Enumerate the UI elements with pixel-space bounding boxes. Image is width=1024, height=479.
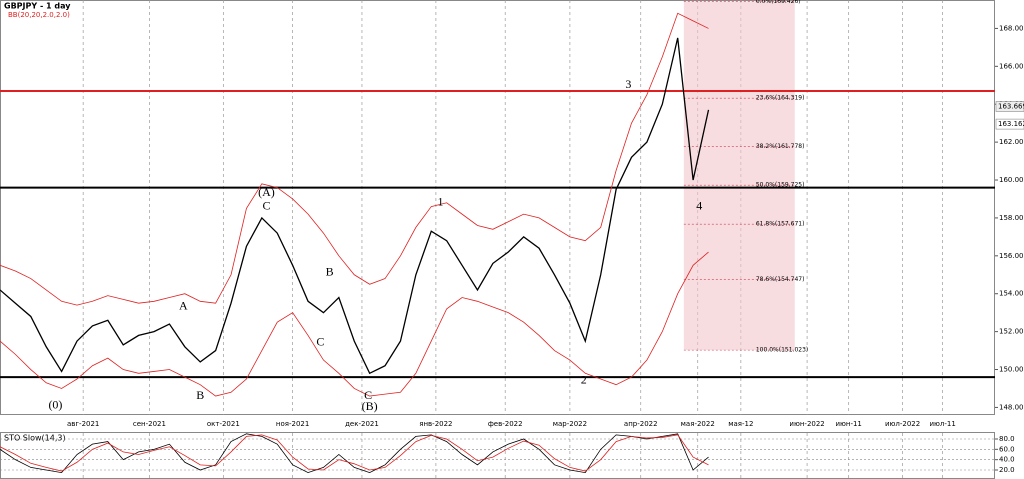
fib-label: 78.6%(154.747) bbox=[756, 276, 805, 283]
stoch-title: STO Slow(14,3) bbox=[4, 434, 66, 443]
series-line bbox=[0, 37, 710, 375]
series-line bbox=[0, 434, 709, 472]
series-line bbox=[0, 433, 709, 474]
x-tick-label: июл-2022 bbox=[885, 420, 920, 428]
price-tag: 163.669 bbox=[998, 102, 1024, 110]
wave-label: 3 bbox=[625, 77, 631, 91]
y-tick-label: 160.000 bbox=[999, 176, 1024, 184]
y-tick-label: 168.000 bbox=[999, 24, 1024, 32]
y-tick-label: 152.000 bbox=[999, 328, 1024, 336]
wave-label: C bbox=[316, 335, 324, 349]
fib-label: 23.6%(164.319) bbox=[756, 95, 805, 102]
y-tick-label: 166.000 bbox=[999, 62, 1024, 70]
x-tick-label: ноя-2021 bbox=[276, 420, 309, 428]
fib-label: 61.8%(157.671) bbox=[756, 221, 805, 228]
fib-label: 0.0%(169.426) bbox=[756, 0, 801, 5]
x-tick-label: мар-2022 bbox=[553, 420, 587, 428]
y-tick-label: 154.000 bbox=[999, 290, 1024, 298]
wave-label: (B) bbox=[362, 399, 378, 413]
y-tick-label: 150.000 bbox=[999, 366, 1024, 374]
x-tick-label: июн-2022 bbox=[789, 420, 824, 428]
fib-label: 38.2%(161.778) bbox=[756, 143, 805, 150]
wave-label: (0) bbox=[48, 397, 62, 411]
y-tick-label: 156.000 bbox=[999, 252, 1024, 260]
main-frame bbox=[0, 0, 995, 415]
indicator-label: BB(20,20,2.0,2.0) bbox=[8, 11, 70, 19]
wave-label: 1 bbox=[438, 195, 444, 209]
wave-label: 2 bbox=[581, 373, 587, 387]
wave-label: B bbox=[326, 265, 334, 279]
series-line bbox=[0, 12, 709, 306]
wave-label: A bbox=[179, 299, 188, 313]
y-tick-label: 162.000 bbox=[999, 138, 1024, 146]
fib-label: 50.0%(159.725) bbox=[756, 182, 805, 189]
chart-title: GBPJPY - 1 day bbox=[4, 2, 71, 11]
price-tag-box bbox=[995, 101, 1024, 112]
x-tick-label: июл-11 bbox=[929, 420, 955, 428]
x-tick-label: окт-2021 bbox=[207, 420, 240, 428]
x-tick-label: июн-11 bbox=[835, 420, 861, 428]
y-tick-label: 40.0 bbox=[999, 456, 1015, 464]
y-tick-label: 148.000 bbox=[999, 403, 1024, 411]
wave-label: (A) bbox=[258, 185, 275, 199]
x-tick-label: сен-2021 bbox=[133, 420, 166, 428]
y-tick-label: 20.0 bbox=[999, 466, 1015, 474]
x-tick-label: мая-12 bbox=[728, 420, 753, 428]
fib-zone bbox=[683, 1, 795, 351]
wave-label: 4 bbox=[696, 198, 702, 212]
x-tick-label: янв-2022 bbox=[419, 420, 452, 428]
wave-label: B bbox=[196, 388, 204, 402]
fib-label: 100.0%(151.023) bbox=[756, 347, 808, 354]
x-tick-label: авг-2021 bbox=[67, 420, 99, 428]
x-tick-label: фев-2022 bbox=[488, 420, 523, 428]
wave-label: C bbox=[262, 198, 270, 212]
series-line bbox=[0, 251, 709, 397]
y-tick-label: 80.0 bbox=[999, 435, 1015, 443]
y-tick-label: 60.0 bbox=[999, 445, 1015, 453]
wave-label: C bbox=[364, 388, 372, 402]
x-tick-label: апр-2022 bbox=[624, 420, 658, 428]
x-tick-label: дек-2021 bbox=[345, 420, 379, 428]
price-tag-box bbox=[995, 118, 1024, 130]
x-tick-label: мая-2022 bbox=[681, 420, 715, 428]
y-tick-label: 158.000 bbox=[999, 214, 1024, 222]
price-tag: 163.162 bbox=[998, 120, 1024, 128]
